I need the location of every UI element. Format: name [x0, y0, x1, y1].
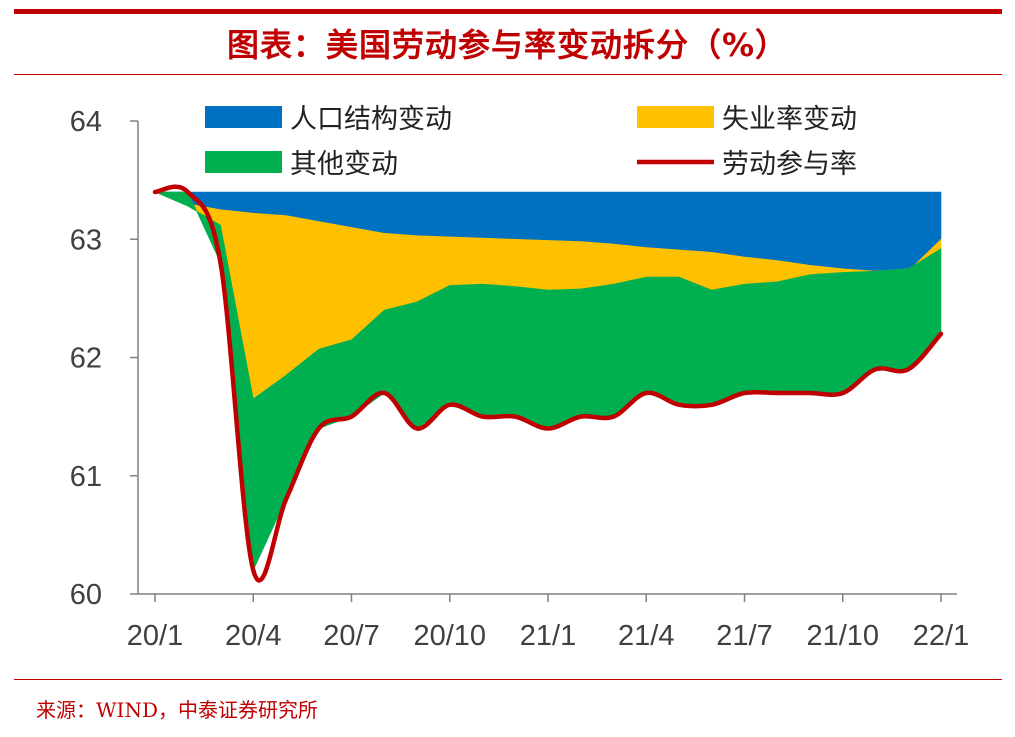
y-tick-label: 61	[70, 461, 102, 493]
x-tick-label: 21/1	[520, 620, 576, 652]
title-top-bar	[14, 9, 1002, 14]
y-tick-label: 63	[70, 224, 102, 256]
y-tick-label: 64	[70, 106, 102, 138]
legend-label-0: 人口结构变动	[290, 104, 452, 135]
x-tick-label: 21/7	[716, 620, 772, 652]
title-divider	[14, 74, 1002, 75]
legend-swatch-2	[205, 151, 282, 173]
page-title: 图表：美国劳动参与率变动拆分（%）	[226, 26, 789, 64]
legend-label-1: 失业率变动	[722, 104, 857, 135]
x-tick-label: 21/10	[806, 620, 879, 652]
x-tick-label: 20/1	[127, 620, 183, 652]
legend-swatch-1	[637, 106, 714, 128]
legend-swatch-0	[205, 106, 282, 128]
legend-label-2: 其他变动	[290, 149, 398, 180]
footer-divider	[14, 679, 1002, 680]
line-series-lfpr	[152, 184, 944, 583]
x-tick-label: 20/7	[323, 620, 379, 652]
x-tick-label: 20/4	[225, 620, 281, 652]
x-tick-label: 21/4	[618, 620, 674, 652]
x-tick-label: 20/10	[413, 620, 486, 652]
x-tick-label: 22/1	[913, 620, 969, 652]
legend-label-3: 劳动参与率	[722, 149, 857, 180]
source-note: 来源：WIND，中泰证券研究所	[36, 698, 318, 722]
y-tick-label: 62	[70, 343, 102, 375]
y-tick-label: 60	[70, 579, 102, 611]
area-series-2	[154, 191, 942, 572]
